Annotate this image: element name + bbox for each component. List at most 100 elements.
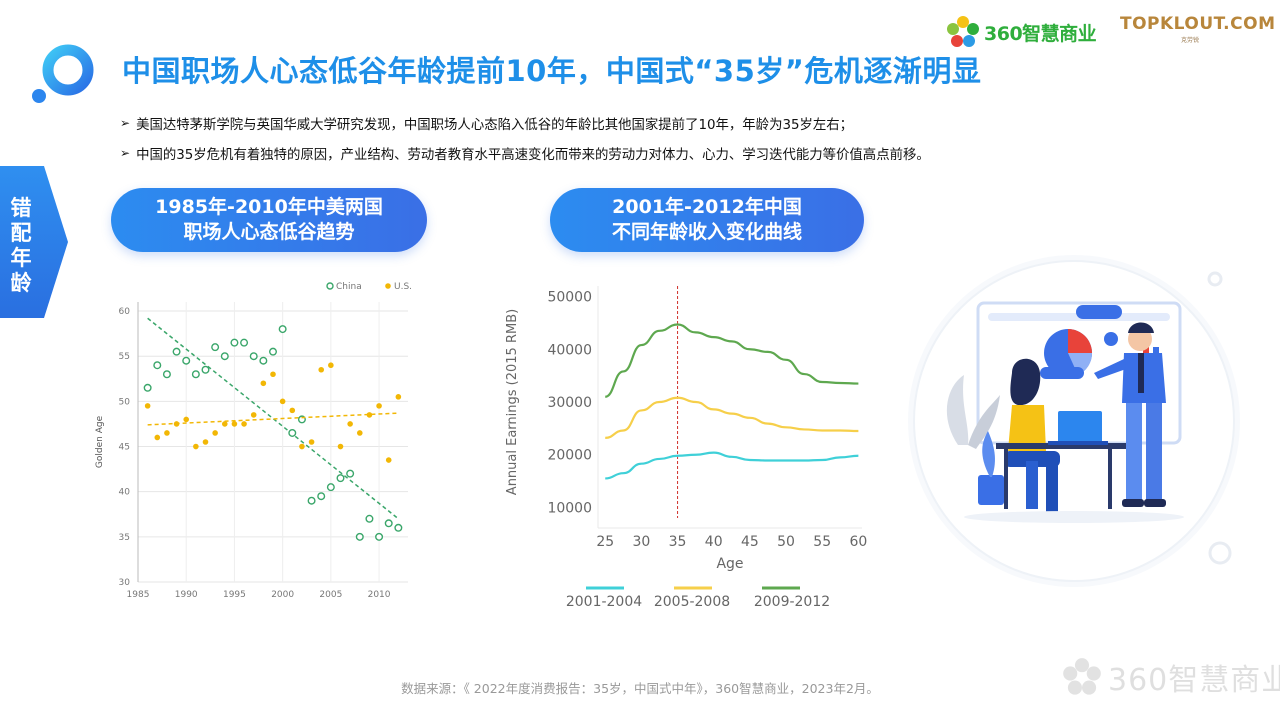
china-point — [326, 483, 335, 492]
china-point — [365, 514, 374, 523]
us-point — [241, 421, 247, 427]
side-tab-char: 配 — [10, 221, 32, 245]
china-point — [211, 343, 220, 352]
x-tick-label: 1985 — [127, 590, 150, 600]
series-line-2001-2004 — [605, 451, 859, 480]
x-tick-label: 40 — [705, 534, 723, 550]
china-point — [230, 338, 239, 347]
china-point — [278, 325, 287, 334]
brand-360-logo: 360智慧商业 — [946, 14, 1097, 50]
y-tick-label: 40 — [119, 488, 131, 498]
us-point — [395, 394, 402, 400]
china-point — [201, 365, 210, 374]
china-point — [220, 352, 229, 361]
topklout-text: TOPKLOUT.COM — [1120, 14, 1276, 34]
us-point — [376, 403, 382, 409]
legend-label: 2005-2008 — [654, 594, 730, 610]
bullet-item: ➢ 美国达特茅斯学院与英国华威大学研究发现，中国职场人心态陷入低谷的年龄比其他国… — [120, 108, 930, 138]
us-point — [231, 421, 238, 427]
legend-label: 2009-2012 — [754, 594, 830, 610]
arrow-bullet-icon: ➢ — [120, 146, 131, 160]
legend-label: 2001-2004 — [566, 594, 642, 610]
bullet-text: 中国的35岁危机有着独特的原因，产业结构、劳动者教育水平高速变化而带来的劳动力对… — [136, 148, 930, 163]
us-point — [183, 416, 190, 423]
china-point — [307, 496, 316, 505]
chart2-heading-line1: 2001年-2012年中国 — [612, 196, 802, 218]
us-point — [279, 398, 286, 405]
us-point — [347, 421, 353, 427]
y-axis-label: Golden Age — [95, 415, 105, 468]
topklout-subtext: 克劳锐 — [1180, 37, 1199, 44]
y-axis-label: Annual Earnings (2015 RMB) — [505, 309, 520, 495]
x-tick-label: 30 — [632, 534, 650, 550]
arrow-bullet-icon: ➢ — [120, 116, 131, 130]
earnings-line-chart: 10000 20000 30000 40000 50000 25 30 35 40 45 50 55 6… — [505, 286, 867, 610]
side-tab-char: 龄 — [10, 271, 32, 295]
us-point — [318, 366, 325, 373]
x-tick-label: 2005 — [319, 590, 342, 600]
y-tick-label: 30000 — [547, 395, 592, 411]
series-line-2005-2008 — [605, 396, 859, 439]
side-tab-label: 错 配 年 龄 — [6, 196, 36, 296]
bullet-item: ➢ 中国的35岁危机有着独特的原因，产业结构、劳动者教育水平高速变化而带来的劳动… — [120, 138, 930, 168]
us-point — [299, 443, 305, 450]
section-side-tab: 错 配 年 龄 — [0, 166, 70, 318]
china-point — [153, 361, 162, 370]
legend-label: U.S. — [394, 282, 412, 292]
side-tab-char: 年 — [10, 246, 32, 270]
x-tick-label: 55 — [813, 534, 831, 550]
y-tick-label: 50 — [119, 397, 131, 407]
watermark-logo: 360智慧商业 — [1062, 655, 1280, 699]
china-point — [394, 523, 403, 532]
china-point — [288, 428, 297, 437]
us-point — [385, 457, 392, 463]
china-point — [162, 370, 171, 379]
us-point — [193, 443, 199, 450]
china-point — [336, 474, 345, 483]
us-point — [202, 439, 209, 445]
x-tick-label: 25 — [596, 534, 614, 550]
us-point — [221, 421, 228, 427]
report-logo-icon — [32, 44, 94, 103]
office-illustration — [908, 255, 1240, 587]
us-point — [154, 434, 161, 441]
page-title: 中国职场人心态低谷年龄提前10年，中国式“35岁”危机逐渐明显 — [122, 54, 982, 88]
y-tick-label: 10000 — [547, 500, 592, 516]
y-tick-label: 40000 — [547, 342, 592, 358]
flower-icon — [947, 16, 979, 47]
y-tick-label: 60 — [119, 307, 131, 317]
chart1-heading-line1: 1985年-2010年中美两国 — [155, 196, 383, 218]
china-point — [240, 338, 249, 347]
trend-line-china — [147, 317, 399, 520]
bullet-list: ➢ 美国达特茅斯学院与英国华威大学研究发现，中国职场人心态陷入低谷的年龄比其他国… — [120, 108, 930, 168]
china-point — [182, 356, 191, 365]
china-point — [346, 469, 355, 478]
x-axis-label: Age — [716, 556, 743, 572]
china-point — [268, 347, 277, 356]
watermark-text: 360智慧商业 — [1108, 663, 1280, 698]
x-tick-label: 35 — [669, 534, 687, 550]
chart2-heading-pill: 2001年-2012年中国 不同年龄收入变化曲线 — [550, 188, 864, 252]
legend-marker-china — [326, 282, 334, 290]
x-tick-label: 60 — [849, 534, 867, 550]
golden-age-scatter-chart: 30 35 40 45 50 55 60 1985 1990 1995 2000 2005 2010 Go… — [95, 282, 412, 600]
x-tick-label: 2000 — [271, 590, 294, 600]
y-tick-label: 30 — [119, 578, 131, 588]
china-point — [172, 347, 181, 356]
us-point — [337, 443, 344, 450]
china-point — [384, 519, 393, 528]
legend-marker-us — [385, 283, 391, 289]
side-tab-shape — [0, 166, 68, 318]
chart2-heading-line2: 不同年龄收入变化曲线 — [611, 221, 802, 243]
topklout-logo: TOPKLOUT.COM 克劳锐 — [1120, 14, 1276, 44]
us-point — [356, 430, 363, 436]
us-point — [173, 421, 180, 427]
brand-360-text: 360智慧商业 — [984, 22, 1097, 45]
x-tick-label: 1995 — [223, 590, 246, 600]
us-point — [260, 380, 267, 387]
y-tick-label: 35 — [119, 533, 130, 543]
us-point — [328, 362, 334, 369]
us-point — [250, 412, 257, 418]
china-point — [249, 352, 258, 361]
bullet-text: 美国达特茅斯学院与英国华威大学研究发现，中国职场人心态陷入低谷的年龄比其他国家提… — [136, 118, 854, 133]
